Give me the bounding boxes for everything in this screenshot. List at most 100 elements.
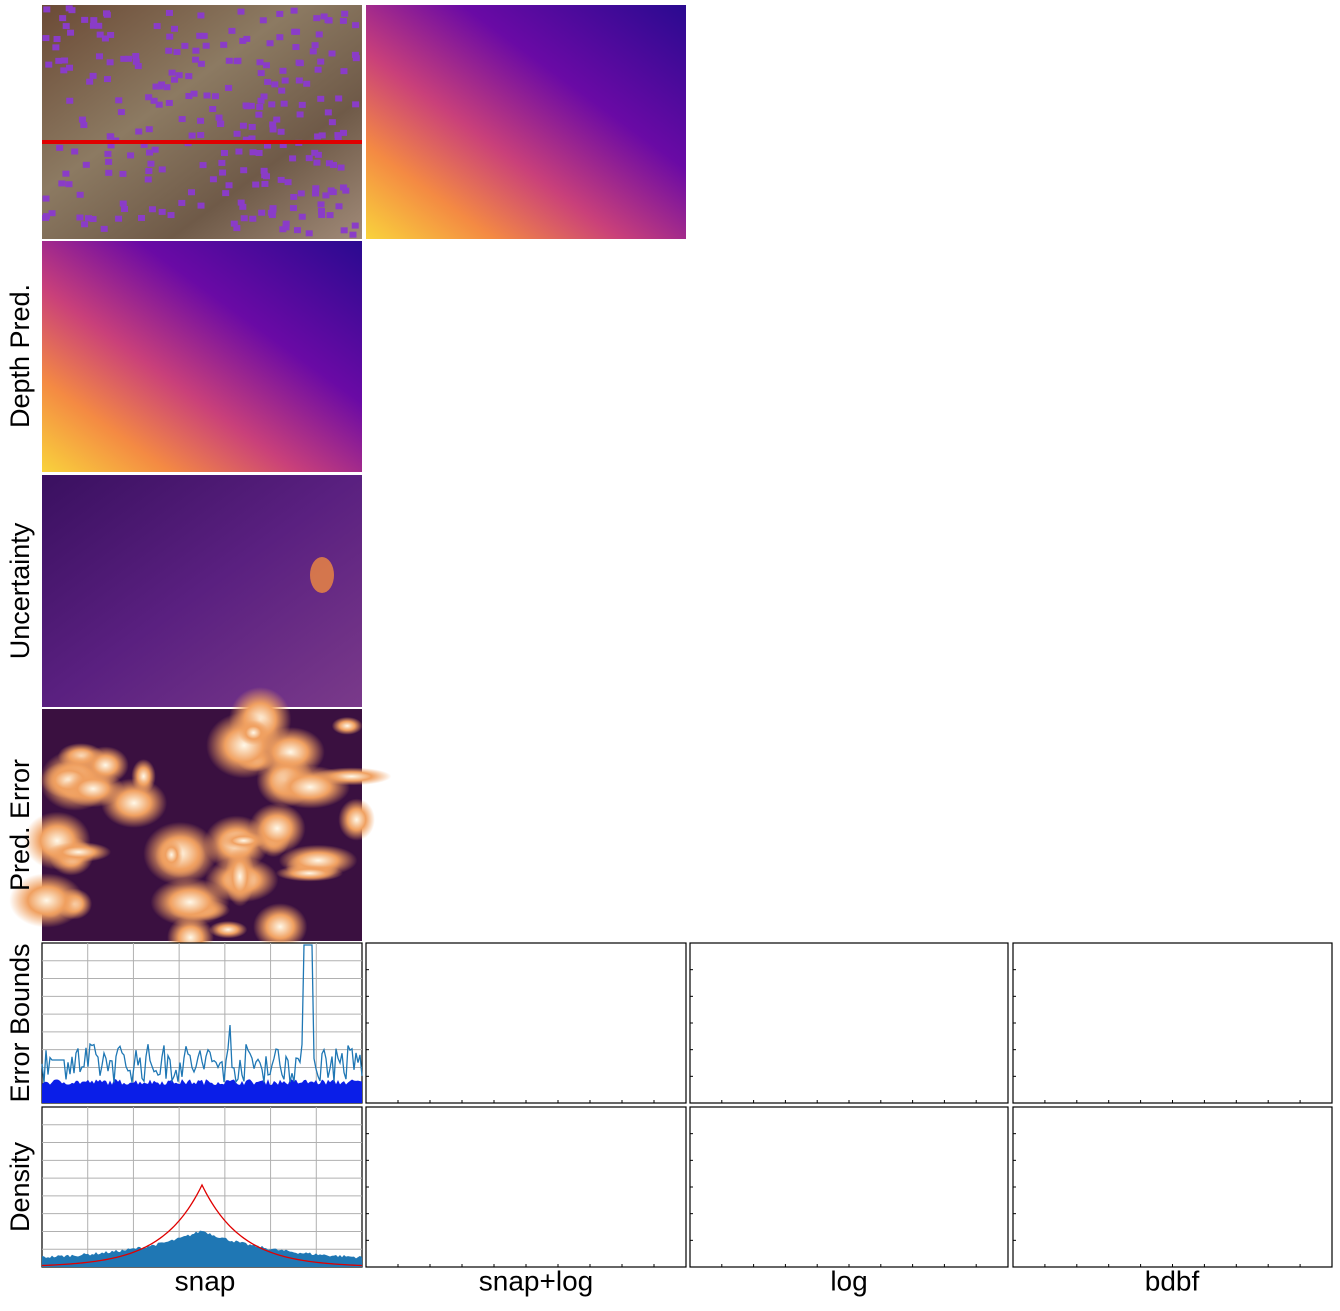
sample-square bbox=[293, 29, 300, 35]
sample-square bbox=[322, 192, 329, 198]
sample-square bbox=[191, 91, 198, 97]
image-panels bbox=[9, 5, 686, 959]
plot-frame bbox=[366, 943, 686, 1103]
sample-square bbox=[261, 93, 268, 99]
sample-square bbox=[335, 135, 342, 141]
sample-square bbox=[115, 97, 122, 103]
error-blob bbox=[225, 846, 255, 906]
sample-square bbox=[68, 7, 75, 13]
sample-square bbox=[241, 215, 248, 221]
sample-square bbox=[240, 167, 247, 173]
sample-square bbox=[90, 17, 97, 23]
sample-square bbox=[238, 200, 245, 206]
sample-square bbox=[210, 176, 217, 182]
sample-square bbox=[151, 98, 158, 104]
sample-square bbox=[313, 15, 320, 21]
sample-square bbox=[179, 116, 186, 122]
sample-square bbox=[222, 190, 229, 196]
sample-square bbox=[325, 109, 332, 115]
sample-square bbox=[216, 115, 223, 121]
sample-square bbox=[197, 12, 204, 18]
sample-square bbox=[312, 190, 319, 196]
sample-square bbox=[296, 60, 303, 66]
sample-square bbox=[149, 206, 156, 212]
sample-square bbox=[145, 168, 152, 174]
sample-square bbox=[185, 73, 192, 79]
sample-square bbox=[314, 133, 321, 139]
depth-prediction bbox=[42, 241, 362, 472]
sample-square bbox=[203, 93, 210, 99]
sample-square bbox=[269, 212, 276, 218]
sample-square bbox=[81, 17, 88, 23]
sample-square bbox=[258, 210, 265, 216]
sample-square bbox=[310, 48, 317, 54]
row-label: Error Bounds bbox=[5, 943, 35, 1102]
sample-square bbox=[279, 68, 286, 74]
sample-square bbox=[166, 34, 173, 40]
sample-square bbox=[83, 162, 90, 168]
sample-square bbox=[66, 98, 73, 104]
sample-square bbox=[226, 182, 233, 188]
sample-square bbox=[317, 96, 324, 102]
sample-square bbox=[257, 59, 264, 65]
sample-square bbox=[95, 23, 102, 29]
sample-square bbox=[306, 155, 313, 161]
sample-square bbox=[255, 112, 262, 118]
sample-square bbox=[260, 17, 267, 23]
sample-square bbox=[212, 93, 219, 99]
row-label: Density bbox=[5, 1141, 35, 1232]
sample-square bbox=[336, 203, 343, 209]
sample-square bbox=[303, 81, 310, 87]
sample-square bbox=[243, 36, 250, 42]
sample-square bbox=[203, 43, 210, 49]
sample-square bbox=[318, 212, 325, 218]
sample-square bbox=[119, 171, 126, 177]
uncertainty-map bbox=[42, 475, 362, 707]
sample-square bbox=[81, 221, 88, 227]
sample-square bbox=[269, 207, 276, 213]
sample-square bbox=[104, 151, 111, 157]
sample-square bbox=[219, 170, 226, 176]
sample-square bbox=[58, 180, 65, 186]
sample-square bbox=[240, 123, 247, 129]
sample-square bbox=[261, 181, 268, 187]
scanline bbox=[42, 140, 362, 144]
sample-square bbox=[146, 126, 153, 132]
sample-square bbox=[67, 30, 74, 36]
sample-square bbox=[292, 44, 299, 50]
sample-square bbox=[105, 159, 112, 165]
error-blob bbox=[62, 770, 124, 807]
sample-square bbox=[181, 43, 188, 49]
sample-square bbox=[256, 150, 263, 156]
sample-square bbox=[249, 216, 256, 222]
sample-square bbox=[326, 160, 333, 166]
sample-square bbox=[107, 32, 114, 38]
sample-square bbox=[220, 42, 227, 48]
column-label: log bbox=[830, 1265, 867, 1296]
sample-square bbox=[115, 216, 122, 222]
sample-square bbox=[77, 192, 84, 198]
error-blob bbox=[46, 842, 111, 862]
sample-square bbox=[52, 44, 59, 50]
sample-square bbox=[352, 52, 359, 58]
sample-square bbox=[79, 117, 86, 123]
sample-square bbox=[234, 131, 241, 137]
sample-square bbox=[217, 121, 224, 127]
sample-square bbox=[66, 65, 73, 71]
sample-square bbox=[225, 85, 232, 91]
sample-square bbox=[103, 10, 110, 16]
sample-square bbox=[329, 50, 336, 56]
sample-square bbox=[76, 215, 83, 221]
sample-square bbox=[340, 184, 347, 190]
sample-square bbox=[234, 58, 241, 64]
sample-square bbox=[352, 22, 359, 28]
error-blob bbox=[276, 865, 343, 881]
sample-square bbox=[154, 23, 161, 29]
error-blob bbox=[238, 720, 268, 745]
error-blob bbox=[332, 717, 363, 735]
sample-square bbox=[163, 84, 170, 90]
sample-square bbox=[338, 165, 345, 171]
sample-square bbox=[249, 124, 256, 130]
error-blob bbox=[209, 921, 247, 938]
sample-square bbox=[43, 6, 50, 12]
